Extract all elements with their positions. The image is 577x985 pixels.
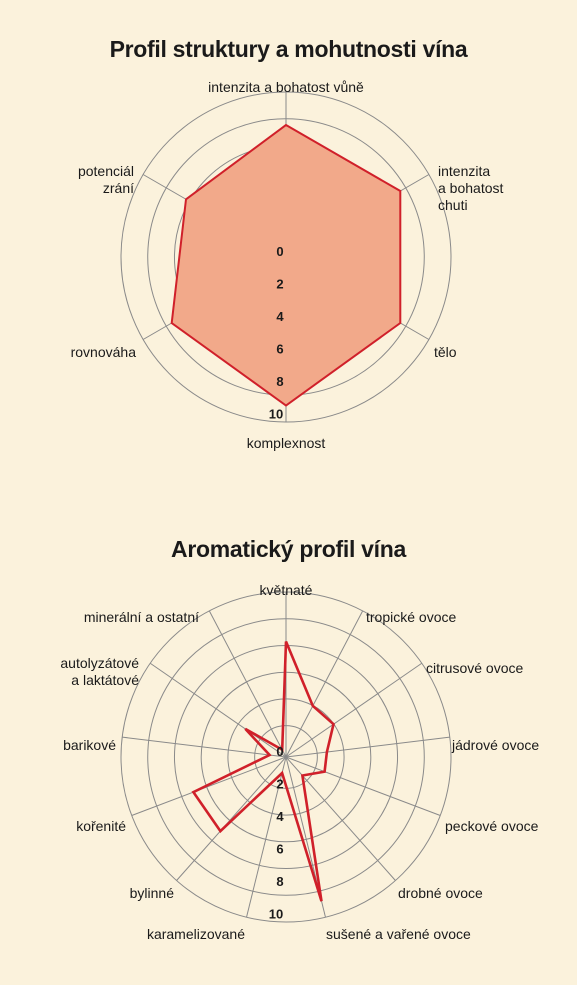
tick-label: 0 (276, 744, 283, 759)
tick-label: 10 (269, 407, 283, 422)
axis-label-line: sušené a vařené ovoce (326, 926, 471, 942)
axis-label-line: rovnováha (71, 344, 137, 360)
axis-label: intenzita a bohatost vůně (208, 79, 364, 95)
tick-label: 2 (276, 277, 283, 292)
axis-label: intenzita a bohatost chuti (438, 163, 503, 213)
chart-title-aroma: Aromatický profil vína (171, 536, 406, 562)
axis-spoke (285, 662, 423, 758)
tick-label: 4 (276, 309, 284, 324)
axis-label: bylinné (130, 885, 175, 901)
axis-label-line: citrusové ovoce (426, 660, 523, 676)
axis-label: rovnováha (71, 344, 137, 360)
axis-label-line: karamelizované (147, 926, 245, 942)
axis-label-line: drobné ovoce (398, 885, 483, 901)
axis-label-line: a laktátové (71, 672, 139, 688)
tick-label: 6 (276, 842, 283, 857)
axis-spoke (285, 736, 450, 758)
axis-label: autolyzátové a laktátové (60, 655, 139, 688)
axis-spoke (285, 756, 396, 881)
chart-title-structure: Profil struktury a mohutnosti vína (109, 36, 468, 62)
axis-label: karamelizované (147, 926, 245, 942)
axis-label-line: kořenité (76, 818, 126, 834)
axis-label-line: intenzita (438, 163, 490, 179)
axis-spoke (176, 756, 287, 881)
axis-spoke (246, 756, 287, 918)
axis-label-line: potenciál (78, 163, 134, 179)
axis-label-line: bylinné (130, 885, 175, 901)
axis-label-line: květnaté (260, 582, 313, 598)
axis-spoke (285, 756, 441, 816)
axis-label: minerální a ostatní (84, 609, 199, 625)
axis-spoke (131, 756, 287, 816)
axis-label: jádrové ovoce (451, 737, 539, 753)
axis-label: tělo (434, 344, 457, 360)
tick-label: 10 (269, 907, 283, 922)
radar-chart-structure: 0 2 4 6 8 10 intenzita a bohatost vůně intenzit… (71, 79, 504, 451)
axis-label: komplexnost (247, 435, 326, 451)
axis-label-line: a bohatost (438, 180, 503, 196)
axis-label: květnaté (260, 582, 313, 598)
series-polygon (191, 641, 335, 902)
axis-label-line: tělo (434, 344, 457, 360)
axis-label-line: komplexnost (247, 435, 326, 451)
axis-label: barikové (63, 737, 116, 753)
axis-label-line: barikové (63, 737, 116, 753)
tick-label: 8 (276, 374, 283, 389)
axis-label-line: minerální a ostatní (84, 609, 199, 625)
axis-label-line: autolyzátové (60, 655, 139, 671)
axis-label-line: chuti (438, 197, 468, 213)
tick-label: 0 (276, 244, 283, 259)
axis-spoke (208, 610, 287, 758)
axis-label-line: jádrové ovoce (451, 737, 539, 753)
axis-label: peckové ovoce (445, 818, 539, 834)
axis-label: tropické ovoce (366, 609, 456, 625)
radar-grid (120, 591, 452, 923)
axis-label-line: zrání (103, 180, 134, 196)
axis-spoke (285, 610, 364, 758)
tick-label: 4 (276, 809, 284, 824)
axis-label: sušené a vařené ovoce (326, 926, 471, 942)
axis-label-line: tropické ovoce (366, 609, 456, 625)
axis-label: potenciál zrání (78, 163, 134, 196)
tick-label: 8 (276, 874, 283, 889)
tick-label: 2 (276, 777, 283, 792)
axis-label-line: intenzita a bohatost vůně (208, 79, 364, 95)
tick-label: 6 (276, 342, 283, 357)
axis-spoke (149, 662, 287, 758)
axis-label-line: peckové ovoce (445, 818, 539, 834)
axis-label: citrusové ovoce (426, 660, 523, 676)
axis-label: drobné ovoce (398, 885, 483, 901)
axis-spoke (122, 736, 287, 758)
axis-label: kořenité (76, 818, 126, 834)
